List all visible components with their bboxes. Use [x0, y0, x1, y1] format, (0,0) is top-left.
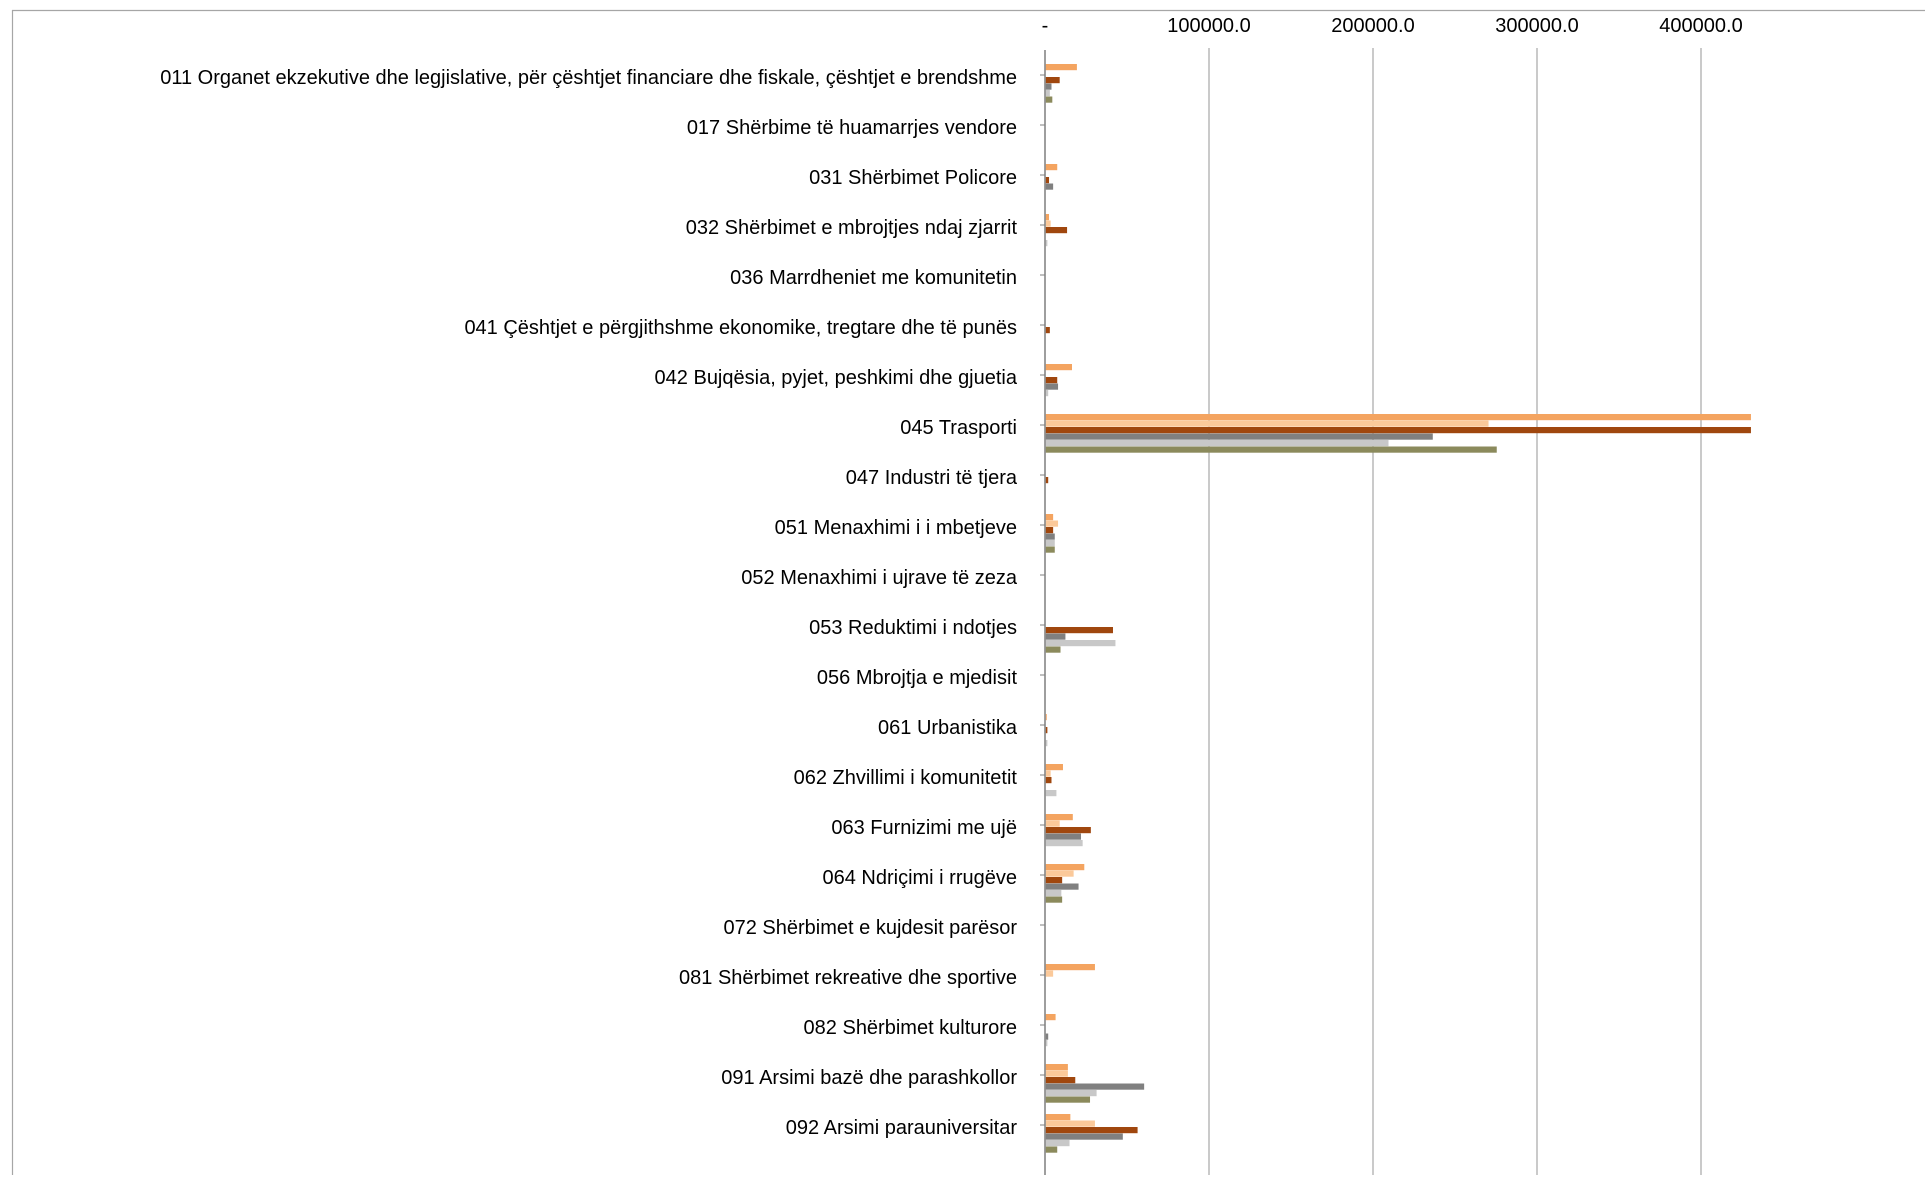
category-label: 036 Marrdheniet me komunitetin	[730, 267, 1017, 289]
category-label: 091 Arsimi bazë dhe parashkollor	[721, 1067, 1017, 1089]
bar	[1045, 740, 1048, 747]
bar	[1045, 83, 1052, 90]
category-label: 041 Çështjet e përgjithshme ekonomike, t…	[464, 317, 1017, 339]
bar	[1045, 814, 1073, 821]
bar	[1045, 420, 1489, 427]
category-label: 017 Shërbime të huamarrjes vendore	[687, 117, 1017, 139]
bar	[1045, 890, 1062, 897]
category-label: 064 Ndriçimi i rrugëve	[822, 867, 1017, 889]
bar	[1045, 640, 1116, 647]
category-label: 061 Urbanistika	[878, 717, 1018, 739]
bar	[1045, 1083, 1145, 1090]
bar	[1045, 1077, 1076, 1084]
bar	[1045, 427, 1751, 434]
bar	[1045, 1133, 1123, 1140]
category-label: 031 Shërbimet Policore	[809, 167, 1017, 189]
bar	[1045, 183, 1054, 190]
bar	[1045, 833, 1082, 840]
bar	[1045, 970, 1054, 977]
category-label: 081 Shërbimet rekreative dhe sportive	[679, 967, 1017, 989]
bar	[1045, 1040, 1048, 1047]
category-label: 052 Menaxhimi i ujrave të zeza	[741, 567, 1018, 589]
bar	[1045, 390, 1049, 397]
bar	[1045, 446, 1497, 453]
bar	[1045, 527, 1054, 534]
bar	[1045, 1120, 1095, 1127]
category-label: 047 Industri të tjera	[846, 467, 1018, 489]
bar	[1045, 827, 1091, 834]
bar	[1045, 633, 1066, 640]
bar	[1045, 764, 1063, 771]
bar	[1045, 1140, 1070, 1147]
bar	[1045, 414, 1751, 421]
bar	[1045, 883, 1079, 890]
bar	[1045, 327, 1050, 334]
bar	[1045, 520, 1059, 527]
bar	[1045, 90, 1050, 97]
x-tick-label: 200000.0	[1331, 15, 1414, 37]
bar	[1045, 477, 1049, 484]
bar	[1045, 870, 1074, 877]
bar	[1045, 627, 1113, 634]
category-label: 072 Shërbimet e kujdesit parësor	[724, 917, 1018, 939]
bar	[1045, 540, 1055, 547]
bar	[1045, 1033, 1049, 1040]
bar	[1045, 964, 1095, 971]
bar	[1045, 646, 1061, 653]
bar	[1045, 727, 1048, 734]
x-tick-label: 100000.0	[1167, 15, 1250, 37]
x-tick-label: 400000.0	[1659, 15, 1742, 37]
x-tick-label: 300000.0	[1495, 15, 1578, 37]
category-label: 011 Organet ekzekutive dhe legjislative,…	[160, 67, 1017, 89]
bar	[1045, 227, 1068, 234]
category-label: 056 Mbrojtja e mjedisit	[817, 667, 1018, 689]
bar	[1045, 214, 1050, 221]
bar	[1045, 790, 1057, 797]
bar	[1045, 1070, 1068, 1077]
bar	[1045, 820, 1060, 827]
category-label: 045 Trasporti	[900, 417, 1017, 439]
bar	[1045, 533, 1055, 540]
bar	[1045, 514, 1054, 521]
bar	[1045, 433, 1433, 440]
bar	[1045, 164, 1058, 171]
bar	[1045, 1064, 1068, 1071]
bar	[1045, 896, 1063, 903]
bar	[1045, 877, 1063, 884]
bar	[1045, 364, 1072, 371]
bar	[1045, 220, 1051, 227]
category-label: 062 Zhvillimi i komunitetit	[794, 767, 1018, 789]
bar	[1045, 1127, 1138, 1134]
bar	[1045, 770, 1051, 777]
bar	[1045, 377, 1058, 384]
bar	[1045, 440, 1389, 447]
category-label: 092 Arsimi parauniversitar	[786, 1117, 1018, 1139]
bar	[1045, 777, 1052, 784]
bar	[1045, 546, 1055, 553]
bar	[1045, 1114, 1071, 1121]
category-label: 082 Shërbimet kulturore	[804, 1017, 1017, 1039]
bar	[1045, 96, 1053, 103]
bar	[1045, 240, 1048, 247]
bar	[1045, 383, 1059, 390]
bar	[1045, 1096, 1091, 1103]
bar	[1045, 840, 1083, 847]
category-label: 051 Menaxhimi i i mbetjeve	[775, 517, 1017, 539]
x-tick-label: -	[1042, 15, 1049, 37]
category-label: 063 Furnizimi me ujë	[831, 817, 1017, 839]
bar	[1045, 864, 1085, 871]
bar	[1045, 1146, 1058, 1153]
category-label: 053 Reduktimi i ndotjes	[809, 617, 1017, 639]
category-label: 032 Shërbimet e mbrojtjes ndaj zjarrit	[686, 217, 1018, 239]
bar	[1045, 177, 1050, 184]
category-label: 042 Bujqësia, pyjet, peshkimi dhe gjueti…	[655, 367, 1018, 389]
bar	[1045, 714, 1047, 721]
bar	[1045, 64, 1077, 71]
bar	[1045, 1090, 1097, 1097]
bar	[1045, 77, 1060, 84]
bar	[1045, 1014, 1056, 1021]
